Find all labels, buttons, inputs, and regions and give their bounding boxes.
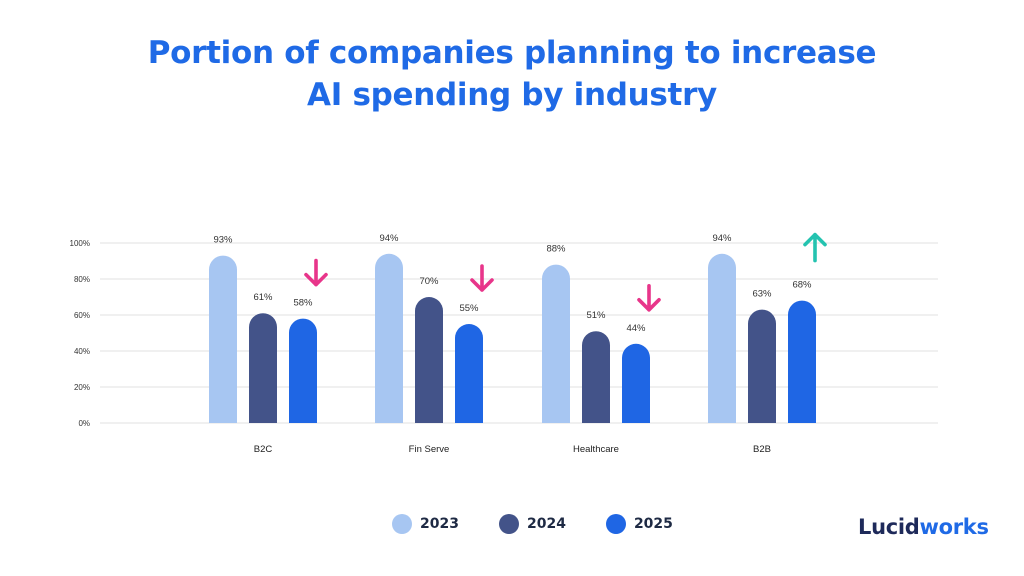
data-label: 55% <box>459 303 479 314</box>
legend-swatch-2024 <box>498 514 519 534</box>
legend-label-2025: 2025 <box>633 516 673 532</box>
y-tick-label: 60% <box>74 311 90 320</box>
bar-b2c-2024 <box>249 313 277 423</box>
legend-label-2024: 2024 <box>526 516 566 532</box>
legend-swatch-2023 <box>392 514 412 534</box>
bar-b2c-2025 <box>289 318 317 423</box>
bar-healthcare-2023 <box>542 264 570 423</box>
legend-swatch-2025 <box>605 514 626 534</box>
x-tick-label: Healthcare <box>573 444 619 455</box>
data-label: 63% <box>752 289 772 300</box>
bars-layer <box>209 253 816 423</box>
logo-text-lucid: Lucid <box>858 515 920 539</box>
data-label: 94% <box>379 233 399 244</box>
data-label: 51% <box>586 310 606 321</box>
bar-fin-serve-2024 <box>415 297 443 423</box>
arrow-up-icon <box>803 232 827 263</box>
bar-fin-serve-2025 <box>455 324 483 423</box>
bar-b2b-2024 <box>748 309 776 423</box>
legend: 2023 2024 2025 <box>392 514 713 534</box>
chart-title: Portion of companies planning to increas… <box>0 32 1024 116</box>
bar-b2b-2025 <box>788 300 816 423</box>
data-label: 61% <box>253 292 273 303</box>
bar-healthcare-2025 <box>622 343 650 423</box>
bar-b2c-2023 <box>209 255 237 423</box>
data-label: 58% <box>293 298 313 309</box>
arrow-down-icon <box>470 264 494 292</box>
bar-fin-serve-2023 <box>375 253 403 423</box>
arrows-layer <box>304 232 827 312</box>
logo-text-works: works <box>919 515 989 539</box>
bar-healthcare-2024 <box>582 331 610 423</box>
y-tick-label: 100% <box>70 239 90 248</box>
bar-b2b-2023 <box>708 253 736 423</box>
arrow-down-icon <box>637 284 661 312</box>
legend-item-2025: 2025 <box>605 514 673 534</box>
y-tick-label: 80% <box>74 275 90 284</box>
data-label: 70% <box>419 276 439 287</box>
y-tick-label: 0% <box>78 419 90 428</box>
labels-layer: 0% 20% 40% 60% 80% 100% 93% 61% 58% B2C 94% 70% 55% F… <box>70 233 813 455</box>
arrow-down-icon <box>304 258 328 287</box>
data-label: 88% <box>546 244 566 255</box>
lucidworks-logo: Lucidworks <box>858 515 989 539</box>
data-label: 93% <box>213 235 233 246</box>
legend-item-2023: 2023 <box>392 514 459 534</box>
legend-item-2024: 2024 <box>498 514 566 534</box>
y-tick-label: 20% <box>74 383 90 392</box>
x-tick-label: B2C <box>254 444 273 455</box>
chart-title-line-2: AI spending by industry <box>307 77 717 113</box>
chart-title-line-1: Portion of companies planning to increas… <box>147 35 877 71</box>
y-tick-label: 40% <box>74 347 90 356</box>
data-label: 68% <box>792 280 812 291</box>
legend-label-2023: 2023 <box>420 516 459 532</box>
x-tick-label: B2B <box>753 444 771 455</box>
x-tick-label: Fin Serve <box>409 444 450 455</box>
data-label: 94% <box>712 233 732 244</box>
data-label: 44% <box>626 323 646 334</box>
